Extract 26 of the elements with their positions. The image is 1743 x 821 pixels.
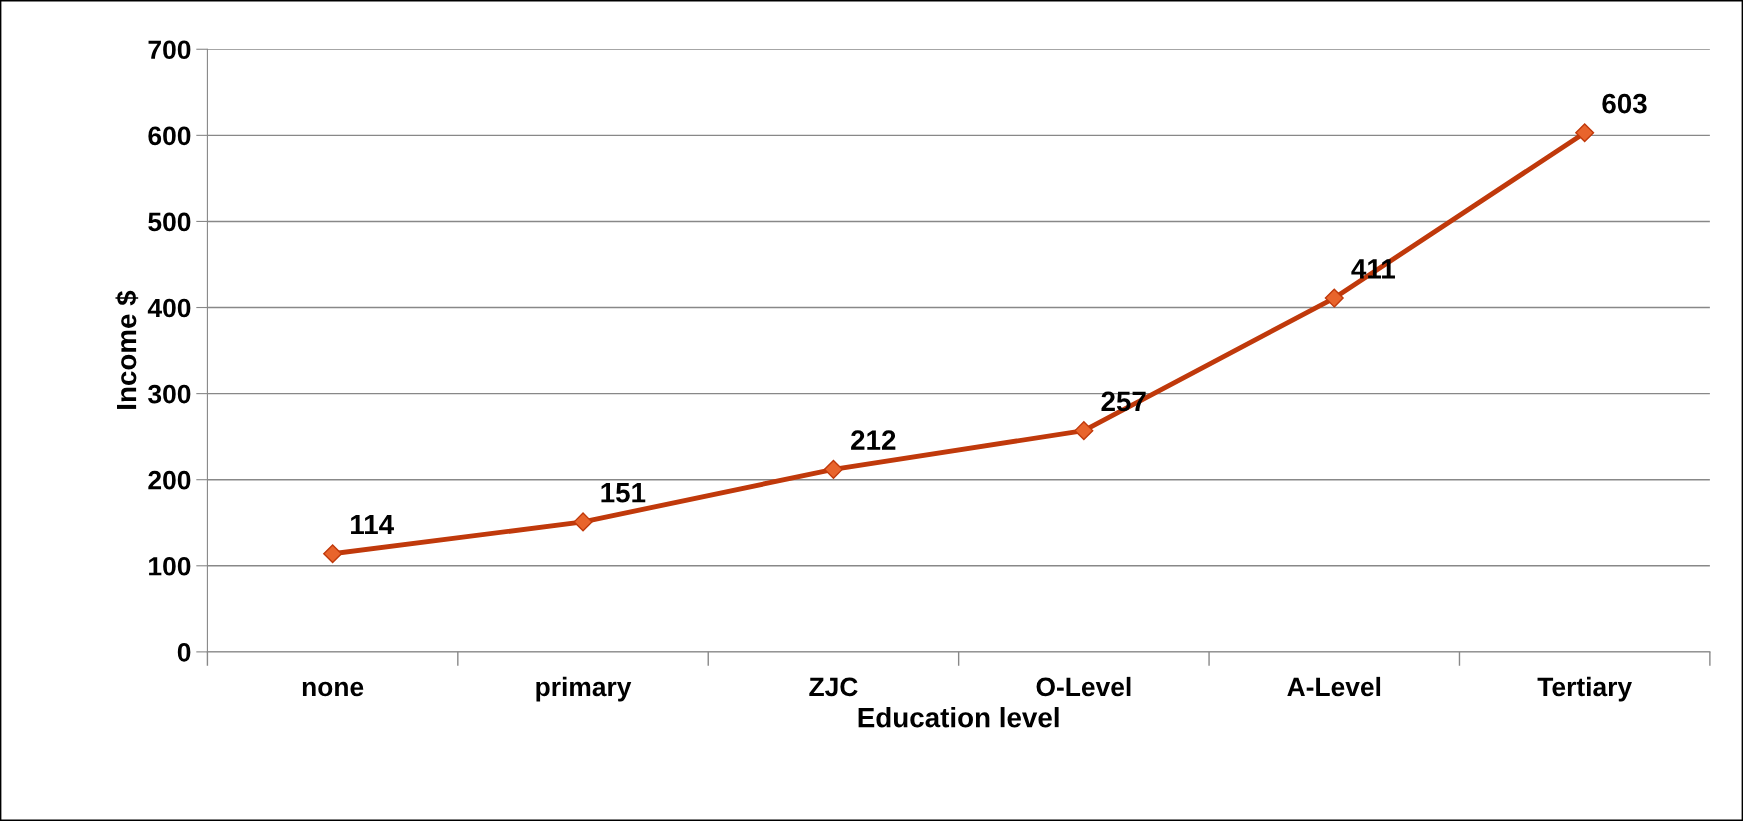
data-label: 603	[1602, 93, 1647, 114]
point	[323, 544, 343, 564]
point	[573, 512, 593, 532]
y-tick-label: 700	[148, 40, 191, 60]
y-tick-label: 0	[177, 643, 191, 662]
x-tick-label: none	[302, 681, 364, 697]
x-tick-label: ZJC	[809, 677, 858, 697]
y-axis-title: Income $	[115, 290, 139, 409]
y-tick-label: 400	[147, 298, 191, 318]
point	[1324, 288, 1344, 308]
x-tick-label: Tertiary	[1537, 676, 1632, 702]
data-label: 151	[601, 483, 646, 503]
x-axis-title: Education level	[858, 707, 1059, 728]
x-tick-label: A-Level	[1287, 676, 1381, 697]
y-tick-label: 500	[148, 212, 191, 232]
data-label: 212	[851, 430, 896, 450]
y-tick-label: 200	[148, 470, 191, 490]
point	[1074, 421, 1094, 441]
point	[1575, 123, 1595, 143]
point	[823, 459, 843, 479]
data-label: 114	[351, 514, 394, 535]
y-tick-label: 100	[149, 556, 191, 576]
y-tick-label: 300	[148, 384, 191, 404]
y-tick-label: 600	[148, 126, 191, 146]
x-tick-label: primary	[536, 676, 632, 702]
x-tick-label: O-Level	[1036, 676, 1131, 697]
